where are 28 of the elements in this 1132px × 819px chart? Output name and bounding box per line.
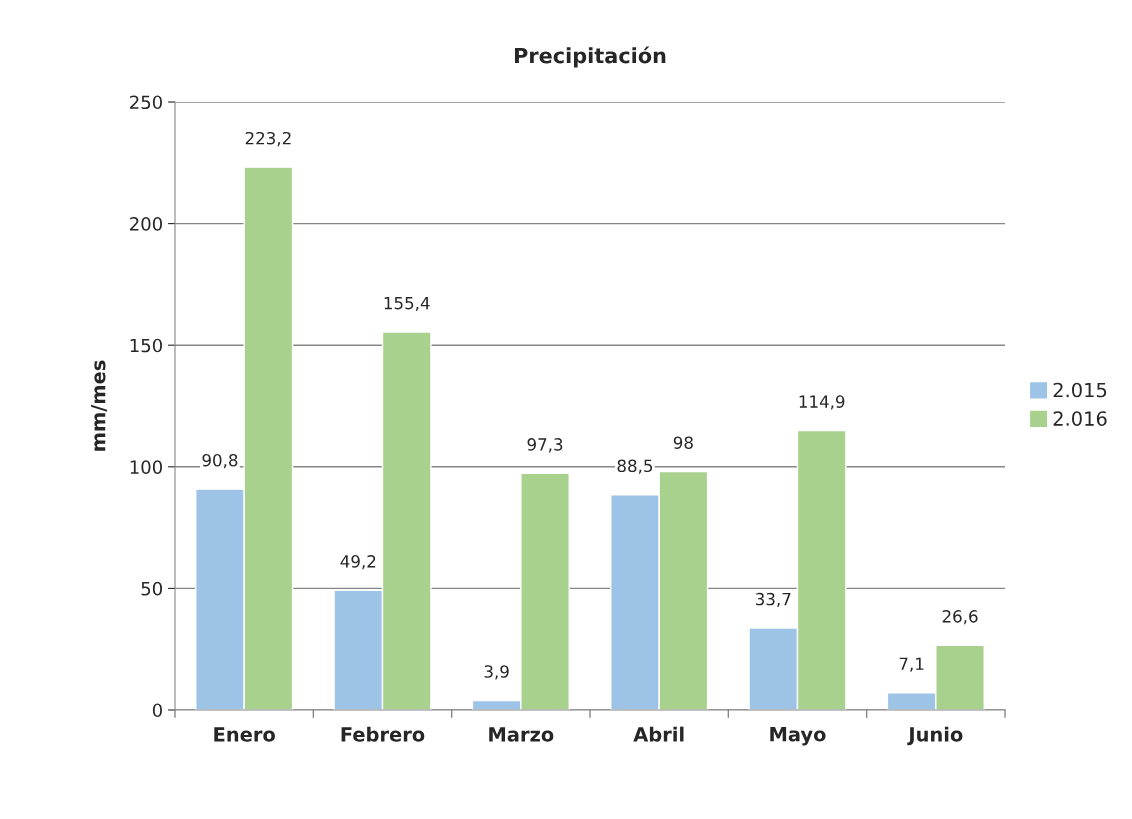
x-tick-label: Febrero xyxy=(341,726,425,742)
data-label: 33,7 xyxy=(756,592,791,608)
data-label: 97,3 xyxy=(527,438,563,453)
x-tick-label: Junio xyxy=(907,726,963,746)
legend-label: 2.015 xyxy=(1053,382,1107,398)
legend-label: 2.016 xyxy=(1053,411,1107,426)
data-label: 90,8 xyxy=(202,453,238,469)
data-label: 3,9 xyxy=(484,665,509,680)
x-tick-label: Mayo xyxy=(770,727,826,746)
data-label: 49,2 xyxy=(340,555,376,570)
y-tick-label: 200 xyxy=(130,217,162,231)
data-label: 223,2 xyxy=(245,131,291,147)
data-label: 155,4 xyxy=(384,297,430,312)
y-tick-label: 50 xyxy=(141,581,162,596)
y-tick-label: 100 xyxy=(130,460,162,474)
data-label: 26,6 xyxy=(942,610,978,625)
chart-title: Precipitación xyxy=(514,46,666,68)
y-axis-title: mm/mes xyxy=(91,360,108,451)
x-tick-label: Marzo xyxy=(489,727,554,742)
x-tick-label: Abril xyxy=(633,726,684,742)
data-label: 88,5 xyxy=(617,459,653,474)
data-label: 114,9 xyxy=(799,395,845,410)
y-tick-label: 150 xyxy=(130,338,162,353)
y-tick-label: 0 xyxy=(152,703,162,718)
y-tick-label: 250 xyxy=(130,95,162,110)
x-tick-label: Enero xyxy=(214,727,275,742)
data-label: 7,1 xyxy=(899,657,924,672)
data-label: 98 xyxy=(673,436,693,449)
